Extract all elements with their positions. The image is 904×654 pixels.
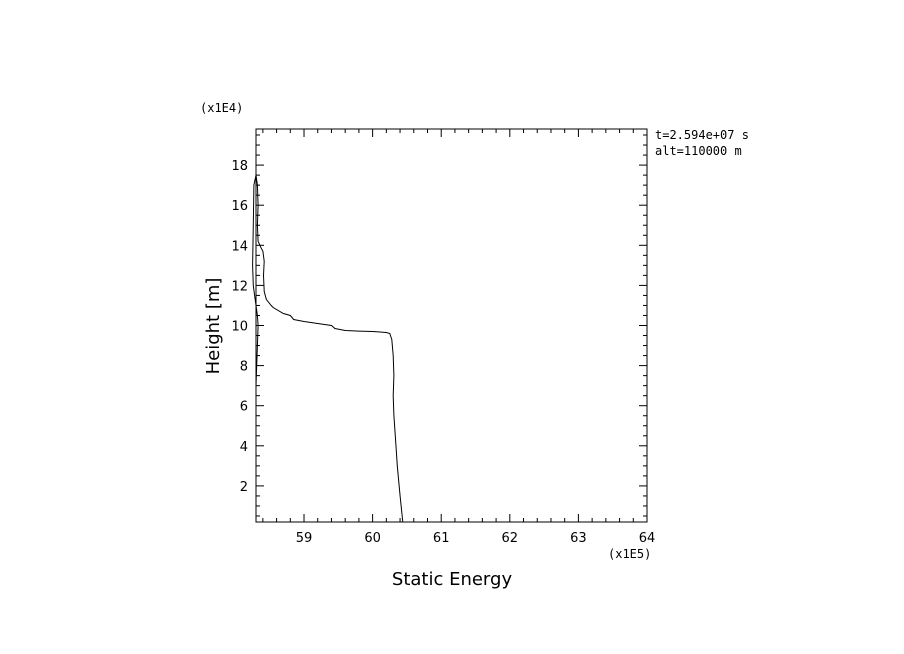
y-tick-label: 6 (240, 400, 248, 415)
x-tick-label: 63 (570, 531, 587, 546)
y-tick-label: 2 (240, 480, 248, 495)
x-tick-label: 61 (433, 531, 450, 546)
annotation-altitude: alt=110000 m (655, 144, 742, 158)
x-tick-label: 60 (364, 531, 381, 546)
x-multiplier-label: (x1E5) (608, 547, 651, 561)
y-tick-label: 16 (231, 199, 248, 214)
annotation-time: t=2.594e+07 s (655, 128, 749, 142)
x-axis-title: Static Energy (392, 569, 513, 590)
y-tick-label: 18 (231, 159, 248, 174)
axis-ticks (256, 129, 648, 522)
y-tick-label: 12 (231, 279, 248, 294)
y-tick-label: 4 (240, 440, 248, 455)
y-multiplier-label: (x1E4) (200, 101, 243, 115)
axis-tick-labels: 59 60 61 62 63 64 2 4 6 8 10 12 14 16 18 (231, 159, 655, 546)
y-tick-label: 8 (240, 360, 248, 375)
y-tick-label: 14 (231, 239, 248, 254)
x-tick-label: 59 (296, 531, 313, 546)
series-line (252, 174, 404, 523)
x-tick-label: 62 (502, 531, 519, 546)
x-tick-label: 64 (639, 531, 656, 546)
plot-frame (255, 128, 648, 523)
y-axis-title: Height [m] (203, 278, 224, 375)
y-tick-label: 10 (231, 320, 248, 335)
